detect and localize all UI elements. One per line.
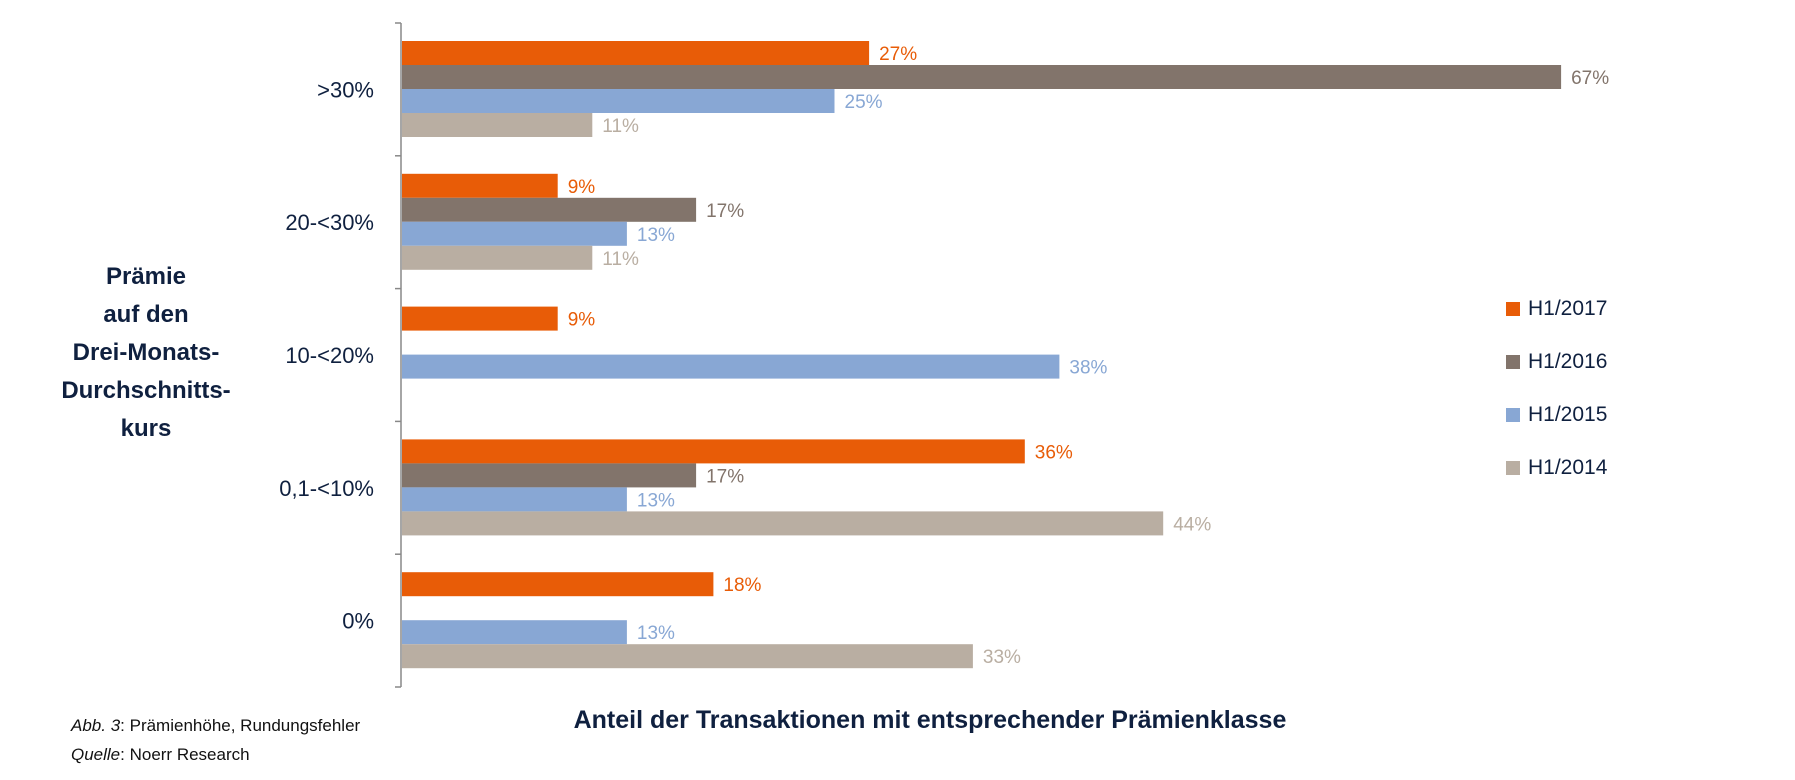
bar-h1-2016 — [402, 197, 697, 222]
category-label: 0,1-<10% — [279, 476, 374, 501]
data-label: 18% — [723, 575, 761, 596]
data-label: 25% — [845, 92, 883, 113]
data-label: 11% — [602, 249, 639, 270]
footnote-caption-text: : Prämienhöhe, Rundungsfehler — [120, 716, 361, 735]
legend-label: H1/2017 — [1528, 297, 1608, 320]
legend-swatch — [1506, 461, 1520, 475]
footnote-source: Quelle: Noerr Research — [71, 745, 250, 765]
data-label: 33% — [983, 647, 1021, 668]
legend-label: H1/2016 — [1528, 350, 1608, 373]
bar-h1-2017 — [402, 306, 558, 331]
bar-h1-2014 — [402, 113, 593, 137]
legend-swatch — [1506, 355, 1520, 369]
data-label: 27% — [879, 44, 917, 65]
data-label: 17% — [706, 466, 744, 487]
data-label: 44% — [1173, 514, 1211, 535]
bar-h1-2015 — [402, 89, 835, 113]
legend-swatch — [1506, 302, 1520, 316]
legend-item: H1/2015 — [1506, 403, 1607, 427]
category-label: >30% — [317, 77, 374, 102]
footnote-source-text: : Noerr Research — [120, 745, 250, 764]
category-label: 10-<20% — [285, 343, 374, 368]
data-label: 13% — [637, 490, 675, 511]
bar-h1-2014 — [402, 644, 973, 669]
legend-label: H1/2015 — [1528, 403, 1608, 426]
bar-h1-2017 — [402, 572, 714, 597]
y-axis-title: Prämie auf den Drei-Monats- Durchschnitt… — [40, 258, 252, 448]
data-label: 38% — [1069, 358, 1107, 379]
bar-h1-2017 — [402, 173, 558, 198]
category-label: 0% — [342, 609, 374, 634]
bar-h1-2015 — [402, 487, 627, 512]
x-axis-title: Anteil der Transaktionen mit entsprechen… — [573, 706, 1287, 734]
data-label: 36% — [1035, 442, 1073, 463]
bar-h1-2016 — [402, 463, 697, 488]
data-label: 13% — [637, 623, 675, 644]
data-label: 9% — [568, 177, 596, 198]
legend-swatch — [1506, 408, 1520, 422]
bar-h1-2017 — [402, 41, 870, 65]
y-axis-title-line: Drei-Monats- — [72, 339, 220, 366]
y-axis-title-line: auf den — [103, 301, 189, 328]
bar-h1-2015 — [402, 221, 627, 246]
y-axis-title-line: Prämie — [105, 263, 187, 290]
legend-label: H1/2014 — [1528, 456, 1608, 479]
legend-item: H1/2017 — [1506, 297, 1607, 321]
bar-h1-2016 — [402, 65, 1562, 89]
category-label: 20-<30% — [285, 210, 374, 235]
legend-item: H1/2016 — [1506, 350, 1607, 374]
bar-h1-2015 — [402, 620, 627, 645]
data-label: 11% — [602, 116, 639, 137]
data-label: 9% — [568, 310, 596, 331]
data-label: 67% — [1571, 68, 1609, 89]
bar-h1-2014 — [402, 511, 1164, 536]
bar-h1-2014 — [402, 245, 593, 270]
y-axis-title-line: Durchschnitts- — [61, 377, 231, 404]
data-label: 13% — [637, 225, 675, 246]
footnote-figure-ref: Abb. 3 — [71, 716, 121, 735]
footnote-caption: Abb. 3: Prämienhöhe, Rundungsfehler — [71, 716, 360, 736]
legend-item: H1/2014 — [1506, 456, 1607, 480]
y-axis-title-line: kurs — [120, 415, 172, 442]
data-label: 17% — [706, 201, 744, 222]
bar-h1-2015 — [402, 354, 1060, 379]
footnote-source-label: Quelle — [71, 745, 121, 764]
bar-h1-2017 — [402, 439, 1025, 464]
